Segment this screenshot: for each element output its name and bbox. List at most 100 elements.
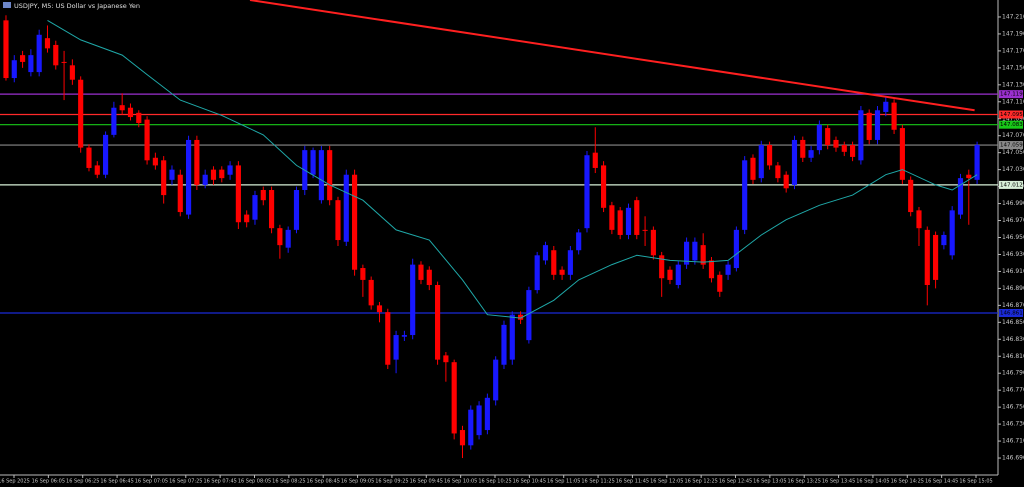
candle-body: [393, 335, 399, 360]
candle-body: [858, 110, 864, 161]
y-tick-label: 147.090: [1002, 115, 1024, 122]
candle-body: [733, 229, 739, 269]
candle-body: [476, 405, 482, 436]
candle-body: [742, 160, 748, 230]
candle-body: [136, 112, 142, 123]
candle-body: [874, 110, 881, 140]
candle-body: [891, 102, 897, 130]
candle-body: [61, 61, 67, 63]
candle-body: [692, 241, 698, 261]
candle-body: [285, 229, 291, 248]
candle-body: [451, 362, 457, 434]
candle-body: [899, 128, 905, 180]
y-tick-label: 146.890: [1002, 285, 1024, 292]
y-tick-label: 147.150: [1002, 64, 1024, 71]
candle-body: [791, 139, 798, 185]
x-tick-label: 16 Sep 10:45: [513, 479, 546, 485]
candle-body: [69, 65, 75, 80]
candle-body: [144, 119, 150, 161]
y-tick-label: 146.790: [1002, 370, 1024, 377]
candle-body: [526, 290, 532, 341]
candle-body: [924, 229, 930, 285]
candle-body: [310, 150, 316, 175]
candle-body: [435, 285, 441, 360]
candle-body: [542, 245, 549, 261]
candle-body: [210, 169, 217, 180]
chart-title: USDJPY, M5: US Dollar vs Japanese Yen: [14, 2, 140, 10]
y-tick-label: 146.950: [1002, 234, 1024, 241]
candle-body: [152, 157, 158, 166]
candle-body: [335, 200, 341, 241]
candle-body: [625, 207, 632, 235]
level-tag: [999, 141, 1023, 150]
candle-body: [576, 232, 582, 251]
x-tick-label: 16 Sep 09:25: [375, 479, 408, 485]
x-tick-label: 16 Sep 07:25: [169, 479, 202, 485]
level-tag: [999, 120, 1023, 129]
candle-body: [650, 229, 656, 256]
candle-body: [36, 34, 42, 73]
candle-body: [551, 250, 557, 275]
candle-body: [252, 195, 258, 220]
x-tick-label: 16 Sep 12:25: [684, 479, 717, 485]
candle-body: [518, 314, 524, 320]
candle-body: [609, 205, 615, 230]
candle-body: [493, 359, 499, 401]
candle-body: [293, 190, 300, 230]
candle-body: [161, 160, 167, 196]
y-tick-label: 146.870: [1002, 302, 1024, 309]
y-tick-label: 147.050: [1002, 149, 1024, 156]
y-tick-label: 147.210: [1002, 13, 1024, 20]
candle-body: [277, 228, 283, 246]
candle-body: [127, 107, 134, 118]
candle-body: [459, 430, 466, 446]
candle-body: [717, 274, 723, 292]
y-tick-label: 146.690: [1002, 455, 1024, 462]
candle-body: [974, 145, 980, 180]
x-tick-label: 16 Sep 06:05: [32, 479, 65, 485]
level-label: 147.119: [1000, 92, 1023, 98]
candle-body: [941, 234, 947, 246]
candle-body: [883, 101, 889, 112]
candle-body: [800, 139, 806, 158]
candle-body: [260, 190, 266, 201]
candle-body: [368, 279, 374, 306]
candle-body: [169, 169, 175, 180]
candle-body: [484, 397, 490, 431]
candle-body: [659, 255, 665, 279]
candle-body: [642, 229, 648, 231]
candle-body: [385, 312, 391, 365]
level-tag: [999, 90, 1023, 99]
candle-body: [501, 324, 507, 365]
candle-body: [767, 145, 773, 166]
candle-body: [318, 150, 324, 201]
candle-body: [841, 145, 847, 152]
candle-body: [825, 128, 831, 146]
candle-body: [53, 44, 59, 66]
trendline: [249, 0, 975, 112]
candle-body: [916, 210, 922, 229]
y-tick-label: 147.110: [1002, 98, 1024, 105]
candle-body: [177, 174, 183, 213]
candle-body: [567, 250, 573, 275]
candle-body: [186, 139, 192, 215]
candle-body: [708, 260, 715, 279]
candle-body: [617, 210, 623, 235]
candle-body: [468, 409, 474, 446]
x-tick-label: 16 Sep 11:05: [547, 479, 580, 485]
x-tick-label: 16 Sep 12:05: [650, 479, 683, 485]
level-tag: [999, 180, 1023, 189]
candle-body: [750, 157, 756, 180]
candle-body: [509, 314, 515, 360]
candle-body: [401, 335, 407, 337]
x-tick-label: 16 Sep 10:05: [444, 479, 477, 485]
candle-body: [410, 264, 416, 336]
candle-body: [816, 124, 822, 151]
y-tick-label: 147.170: [1002, 47, 1024, 54]
candle-body: [78, 79, 84, 148]
x-tick-label: 16 Sep 08:25: [272, 479, 305, 485]
candle-body: [584, 155, 590, 229]
candle-body: [933, 234, 939, 280]
y-tick-label: 147.030: [1002, 166, 1024, 173]
candle-body: [534, 255, 540, 291]
